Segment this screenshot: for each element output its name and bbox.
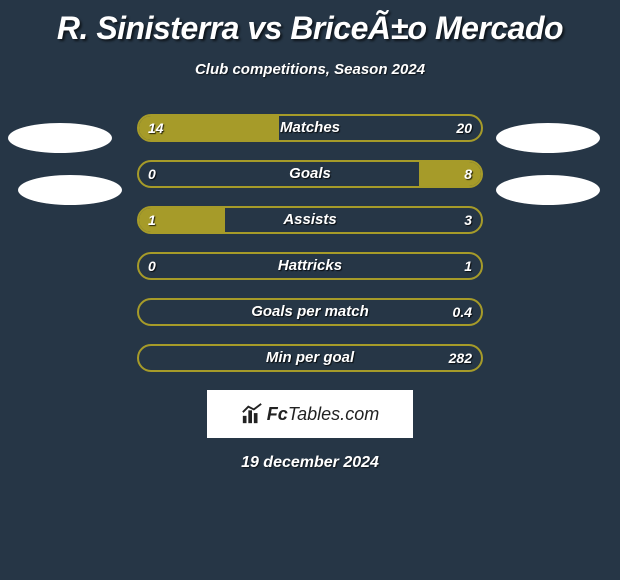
- stat-bar-track: [137, 114, 483, 142]
- page-subtitle: Club competitions, Season 2024: [0, 61, 620, 78]
- stat-value-left: 0: [148, 252, 156, 280]
- stats-area: Matches1420Goals08Assists13Hattricks01Go…: [0, 114, 620, 372]
- stat-row: Goals per match0.4: [0, 298, 620, 326]
- stat-row: Assists13: [0, 206, 620, 234]
- stat-value-right: 3: [464, 206, 472, 234]
- stat-value-right: 0.4: [453, 298, 472, 326]
- watermark: FcTables.com: [207, 390, 413, 438]
- stat-value-left: 1: [148, 206, 156, 234]
- stat-bar-track: [137, 344, 483, 372]
- stat-row: Hattricks01: [0, 252, 620, 280]
- stat-bar-track: [137, 252, 483, 280]
- stat-bar-track: [137, 298, 483, 326]
- stat-row: Min per goal282: [0, 344, 620, 372]
- stat-value-right: 1: [464, 252, 472, 280]
- footer-date: 19 december 2024: [0, 454, 620, 472]
- stat-row: Goals08: [0, 160, 620, 188]
- stat-row: Matches1420: [0, 114, 620, 142]
- stat-bar-track: [137, 206, 483, 234]
- stat-value-right: 282: [449, 344, 472, 372]
- stat-value-left: 14: [148, 114, 164, 142]
- stat-value-right: 20: [456, 114, 472, 142]
- bar-chart-icon: [241, 403, 263, 425]
- stat-value-left: 0: [148, 160, 156, 188]
- watermark-text: FcTables.com: [267, 404, 379, 425]
- stat-bar-track: [137, 160, 483, 188]
- page-title: R. Sinisterra vs BriceÃ±o Mercado: [0, 0, 620, 47]
- stat-value-right: 8: [464, 160, 472, 188]
